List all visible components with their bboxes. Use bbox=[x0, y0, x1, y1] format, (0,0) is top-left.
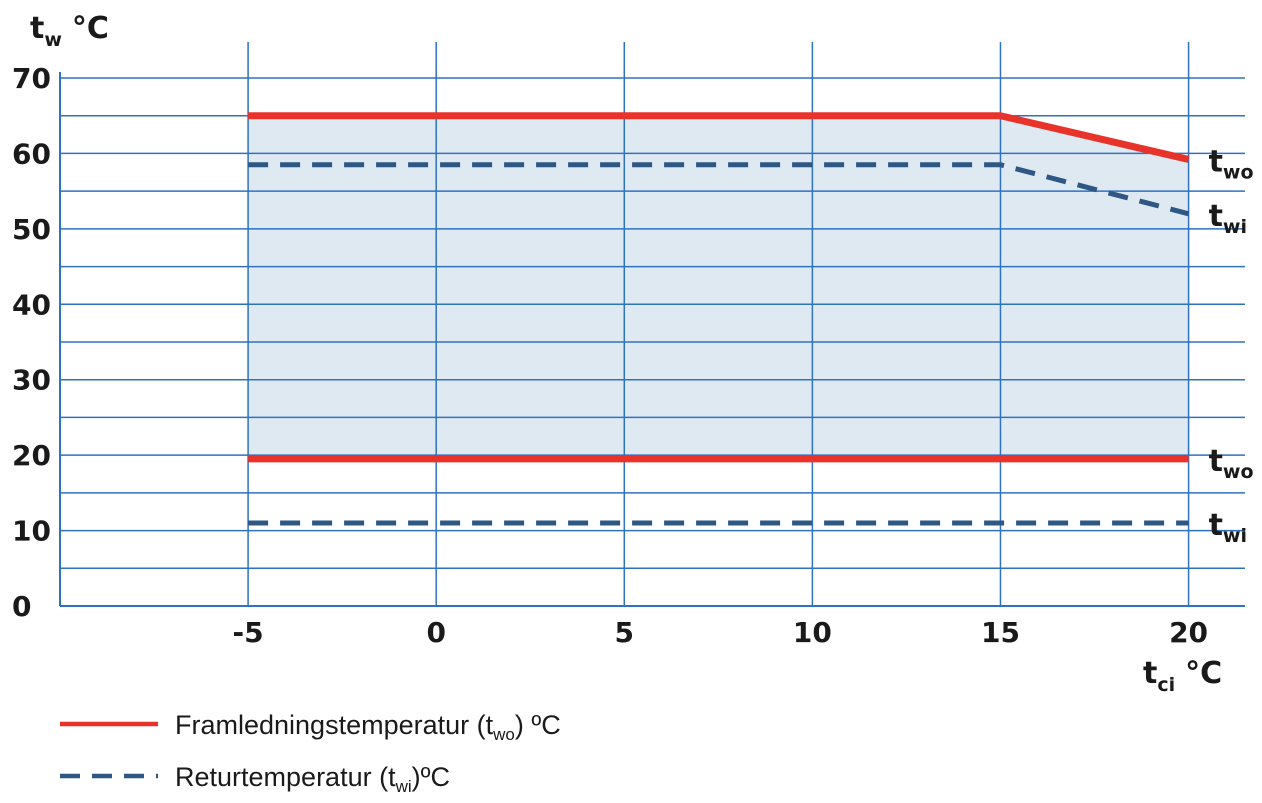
end-label-sub: wo bbox=[1223, 461, 1254, 483]
x-axis-title-sub: ci bbox=[1157, 674, 1175, 696]
y-axis-title-main: t bbox=[30, 11, 44, 46]
y-axis-title-unit: °C bbox=[72, 11, 109, 46]
series-line-twi-upper bbox=[248, 162, 1190, 217]
y-tick-label: 20 bbox=[12, 439, 51, 472]
y-axis-title-sub: w bbox=[44, 29, 62, 51]
end-label-sub: wi bbox=[1223, 216, 1247, 238]
tick-label-layer: 0 10 20 30 40 50 60 70 -5 0 5 10 15 20 bbox=[12, 62, 1208, 649]
x-tick-label: 20 bbox=[1169, 616, 1208, 649]
y-axis-title: tw °C bbox=[30, 11, 109, 51]
y-tick-label: 10 bbox=[12, 515, 51, 548]
y-tick-label: 40 bbox=[12, 288, 51, 321]
end-label-sub: wi bbox=[1223, 525, 1247, 547]
series-line-two-upper bbox=[248, 112, 1190, 163]
y-tick-label: 0 bbox=[12, 590, 31, 623]
end-label-sub: wo bbox=[1223, 161, 1254, 183]
x-tick-label: 10 bbox=[793, 616, 832, 649]
end-label-main: t bbox=[1209, 508, 1223, 543]
series-end-label-two-upper: two bbox=[1209, 144, 1254, 183]
y-tick-label: 50 bbox=[12, 213, 51, 246]
y-tick-label: 70 bbox=[12, 62, 51, 95]
y-tick-label: 30 bbox=[12, 364, 51, 397]
end-label-main: t bbox=[1209, 144, 1223, 179]
x-tick-label: 0 bbox=[426, 616, 445, 649]
x-axis-title-unit: °C bbox=[1185, 656, 1222, 691]
x-tick-label: -5 bbox=[233, 616, 264, 649]
x-tick-label: 5 bbox=[615, 616, 634, 649]
legend-label-return-temperature: Returtemperatur (twi)ºC bbox=[175, 762, 450, 796]
x-tick-label: 15 bbox=[981, 616, 1020, 649]
end-label-main: t bbox=[1209, 199, 1223, 234]
end-label-main: t bbox=[1209, 444, 1223, 479]
x-axis-title-main: t bbox=[1143, 656, 1157, 691]
operating-area bbox=[248, 115, 1189, 459]
series-end-label-twi-lower: twi bbox=[1209, 508, 1247, 547]
x-axis-title: tci °C bbox=[1143, 656, 1222, 696]
series-end-label-two-lower: two bbox=[1209, 444, 1254, 483]
series-end-label-twi-upper: twi bbox=[1209, 199, 1247, 238]
operating-area-layer bbox=[248, 115, 1189, 459]
y-tick-label: 60 bbox=[12, 137, 51, 170]
legend-label-flow-temperature: Framledningstemperatur (two) ºC bbox=[175, 710, 561, 744]
legend: Framledningstemperatur (two) ºC Returtem… bbox=[60, 710, 561, 796]
series-layer bbox=[248, 112, 1190, 526]
